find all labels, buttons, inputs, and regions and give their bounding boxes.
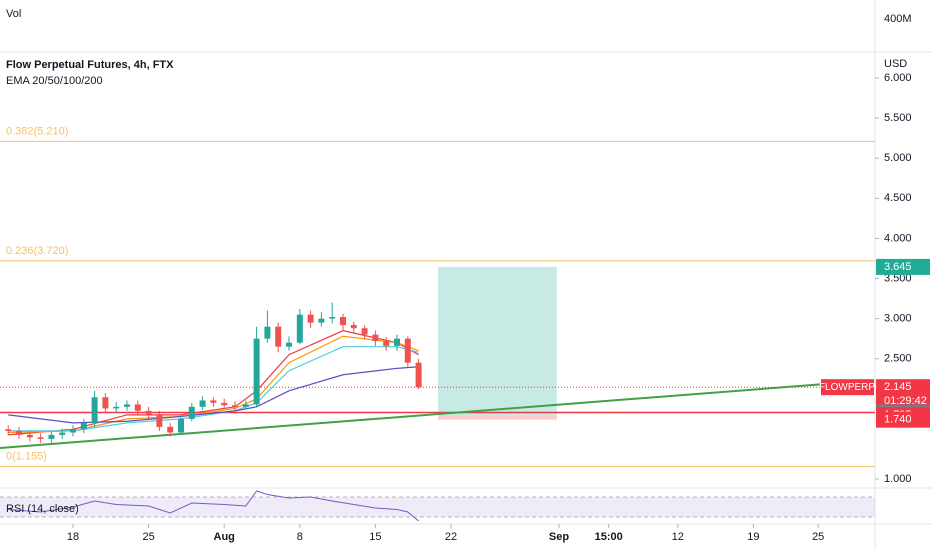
candle-body bbox=[415, 362, 422, 388]
x-tick-label: Aug bbox=[214, 531, 235, 543]
currency: USD bbox=[884, 58, 907, 70]
candle-body bbox=[16, 430, 23, 435]
candle-body bbox=[59, 432, 66, 435]
chart-title: Flow Perpetual Futures, 4h, FTX bbox=[6, 59, 174, 71]
symbol-tag bbox=[821, 379, 874, 396]
candle-body bbox=[210, 400, 217, 403]
candle-body bbox=[37, 437, 44, 439]
x-tick-label: Sep bbox=[549, 531, 569, 543]
candle-body bbox=[296, 314, 303, 343]
vol-tick: 400M bbox=[884, 13, 912, 25]
candle-body bbox=[383, 341, 390, 346]
candle-body bbox=[134, 404, 141, 411]
fib-label: 0.236(3.720) bbox=[6, 245, 68, 257]
candle-body bbox=[286, 342, 293, 347]
candle-body bbox=[329, 317, 336, 319]
candle-body bbox=[91, 397, 98, 423]
candle-body bbox=[5, 429, 12, 431]
x-tick-label: 25 bbox=[142, 531, 154, 543]
candle-body bbox=[26, 434, 33, 438]
rsi-label: RSI (14, close) bbox=[6, 503, 79, 515]
candle-body bbox=[318, 318, 325, 323]
y-tick-label: 3.000 bbox=[884, 313, 912, 325]
position-target bbox=[438, 266, 557, 416]
x-tick-label: 22 bbox=[445, 531, 457, 543]
y-tick-label: 1.000 bbox=[884, 473, 912, 485]
rsi-line bbox=[8, 490, 419, 522]
candle-body bbox=[221, 402, 228, 406]
x-tick-label: 8 bbox=[297, 531, 303, 543]
candle-body bbox=[232, 405, 239, 407]
candle-body bbox=[167, 426, 174, 433]
x-tick-label: 12 bbox=[672, 531, 684, 543]
fib-label: 0.382(5.210) bbox=[6, 125, 68, 137]
y-tick-label: 5.000 bbox=[884, 152, 912, 164]
candle-body bbox=[70, 429, 77, 433]
candle-body bbox=[275, 326, 282, 347]
price-label-box bbox=[876, 379, 930, 410]
chart-subtitle: EMA 20/50/100/200 bbox=[6, 75, 103, 87]
x-tick-label: 19 bbox=[747, 531, 759, 543]
y-tick-label: 6.000 bbox=[884, 72, 912, 84]
candle-body bbox=[48, 434, 55, 439]
y-tick-label: 5.500 bbox=[884, 112, 912, 124]
candle-body bbox=[253, 338, 260, 405]
y-tick-label: 4.000 bbox=[884, 232, 912, 244]
candle-body bbox=[102, 397, 109, 409]
countdown: 01:29:42 bbox=[884, 395, 927, 407]
y-tick-label: 3.500 bbox=[884, 272, 912, 284]
fib-label: 0(1.155) bbox=[6, 450, 47, 462]
x-tick-label: 18 bbox=[67, 531, 79, 543]
candle-body bbox=[80, 422, 87, 430]
candle-body bbox=[307, 314, 314, 323]
candle-body bbox=[361, 328, 368, 335]
price-label-box bbox=[876, 258, 930, 275]
symbol-label: FLOWPERP bbox=[819, 382, 875, 393]
candle-body bbox=[113, 406, 120, 409]
candle-body bbox=[124, 404, 131, 407]
candle-body bbox=[404, 338, 411, 363]
y-tick-label: 4.500 bbox=[884, 192, 912, 204]
candle-body bbox=[145, 410, 152, 415]
rsi-band bbox=[0, 497, 875, 517]
x-tick-label: 15:00 bbox=[595, 531, 623, 543]
price-label: 2.145 bbox=[884, 381, 912, 393]
candle-body bbox=[242, 404, 249, 407]
candle-body bbox=[340, 317, 347, 326]
x-tick-label: 15 bbox=[369, 531, 381, 543]
price-label: 3.645 bbox=[884, 261, 912, 273]
vol-label: Vol bbox=[6, 8, 21, 20]
position-stop bbox=[438, 415, 557, 420]
candle-body bbox=[372, 334, 379, 342]
candle-body bbox=[178, 418, 185, 433]
price-label: 1.740 bbox=[884, 414, 912, 426]
candle-body bbox=[264, 326, 271, 339]
x-tick-label: 25 bbox=[812, 531, 824, 543]
candle-body bbox=[156, 414, 163, 427]
candle-body bbox=[199, 400, 206, 407]
candle-body bbox=[394, 338, 401, 346]
price-label-box bbox=[876, 411, 930, 428]
candle-body bbox=[350, 325, 357, 329]
y-tick-label: 2.500 bbox=[884, 353, 912, 365]
trendline bbox=[0, 383, 821, 449]
candle-body bbox=[188, 406, 195, 419]
